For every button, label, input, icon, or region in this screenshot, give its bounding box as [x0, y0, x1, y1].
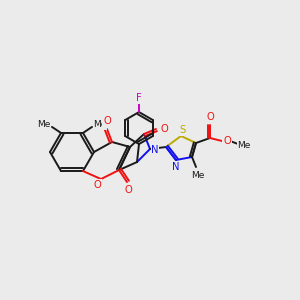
Text: Me: Me: [191, 170, 205, 179]
Text: N: N: [172, 162, 180, 172]
Text: S: S: [180, 125, 186, 135]
Text: Me: Me: [37, 120, 51, 129]
Text: Me: Me: [93, 120, 107, 129]
Text: Me: Me: [237, 140, 251, 149]
Text: O: O: [103, 116, 111, 126]
Text: O: O: [124, 185, 132, 195]
Text: F: F: [136, 93, 142, 103]
Text: O: O: [93, 180, 101, 190]
Text: O: O: [206, 112, 214, 122]
Text: O: O: [223, 136, 231, 146]
Text: N: N: [151, 145, 159, 155]
Text: O: O: [160, 124, 168, 134]
